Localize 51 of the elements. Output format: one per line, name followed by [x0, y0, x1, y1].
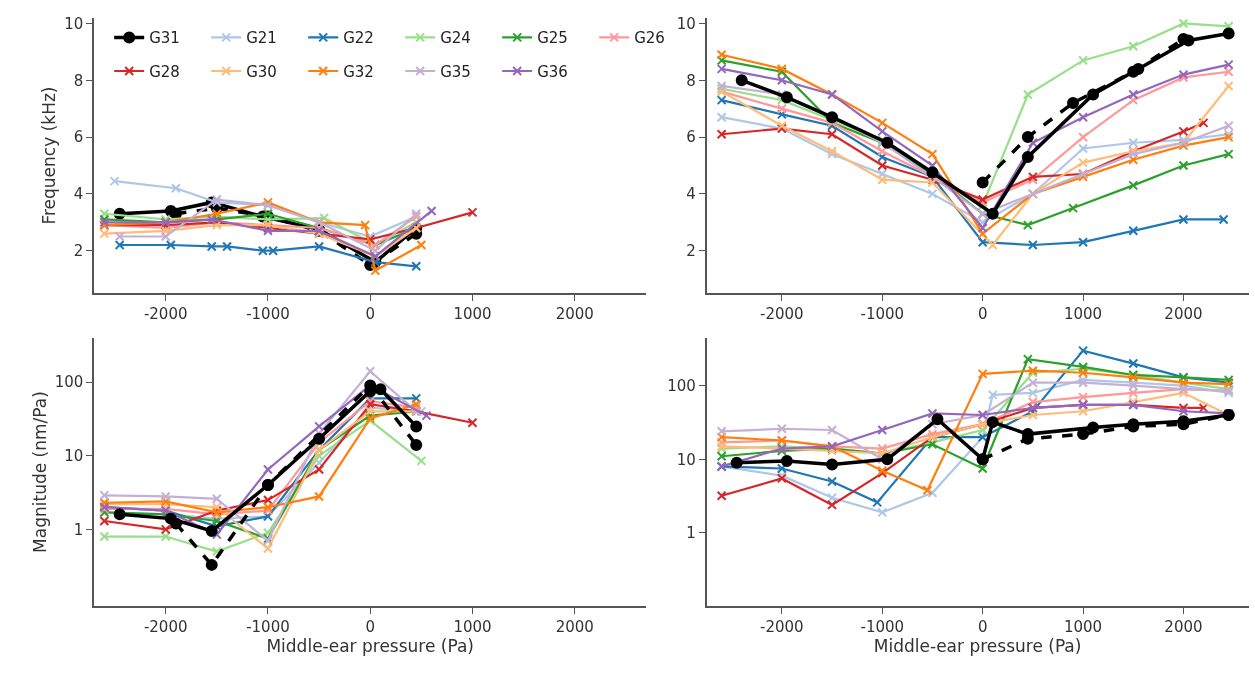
y-tick-label: 10 — [64, 14, 84, 33]
legend-label: G22 — [343, 29, 374, 48]
legend-label: G36 — [537, 62, 568, 81]
x-tick-label: 0 — [365, 305, 375, 324]
y-tick-label: 8 — [686, 71, 696, 90]
y-axis-title: Frequency (kHz) — [39, 86, 60, 225]
x-tick-label: -1000 — [860, 305, 905, 324]
x-tick-label: 0 — [977, 305, 988, 324]
x-tick-label: -2000 — [760, 305, 804, 324]
y-tick-label: 100 — [54, 373, 84, 392]
x-tick-label: -1000 — [246, 305, 290, 324]
legend-label: G32 — [343, 62, 374, 81]
x-tick-label: -2000 — [760, 618, 804, 637]
legend-label: G24 — [440, 29, 471, 48]
x-tick-label: -1000 — [860, 618, 905, 637]
x-axis-title: Middle-ear pressure (Pa) — [266, 636, 475, 657]
x-tick-label: 0 — [977, 618, 988, 637]
x-tick-label: 2000 — [555, 618, 594, 637]
legend-label: G26 — [634, 29, 665, 48]
legend-label: G21 — [246, 29, 277, 48]
x-tick-label: -2000 — [143, 618, 188, 637]
y-tick-label: 8 — [73, 71, 84, 90]
y-tick-label: 2 — [73, 241, 84, 260]
x-tick-label: 1000 — [453, 305, 492, 324]
y-tick-label: 10 — [676, 450, 696, 469]
y-tick-label: 4 — [73, 185, 84, 204]
y-tick-label: 1 — [73, 520, 84, 539]
y-tick-label: 6 — [73, 128, 84, 147]
y-tick-label: 1 — [686, 524, 696, 543]
x-tick-label: 2000 — [1164, 618, 1203, 637]
y-axis-title: Magnitude (nm/Pa) — [29, 391, 50, 553]
legend-label: G30 — [246, 62, 277, 81]
x-axis-title: Middle-ear pressure (Pa) — [873, 636, 1082, 657]
x-tick-label: 1000 — [1063, 305, 1103, 324]
y-tick-label: 10 — [676, 14, 696, 33]
x-tick-label: -2000 — [143, 305, 188, 324]
x-tick-label: 1000 — [453, 618, 492, 637]
y-tick-label: 6 — [686, 128, 696, 147]
y-tick-label: 2 — [686, 241, 696, 260]
x-tick-label: 2000 — [1164, 305, 1203, 324]
x-tick-label: 1000 — [1063, 618, 1103, 637]
y-tick-label: 10 — [64, 446, 84, 465]
x-tick-label: -1000 — [246, 618, 290, 637]
x-tick-label: 2000 — [555, 305, 594, 324]
legend-label: G35 — [440, 62, 471, 81]
y-tick-label: 100 — [667, 376, 696, 395]
x-tick-label: 0 — [365, 618, 375, 637]
legend-label: G28 — [149, 62, 180, 81]
y-tick-label: 4 — [686, 185, 696, 204]
legend-label: G31 — [149, 29, 180, 48]
legend-label: G25 — [537, 29, 568, 48]
